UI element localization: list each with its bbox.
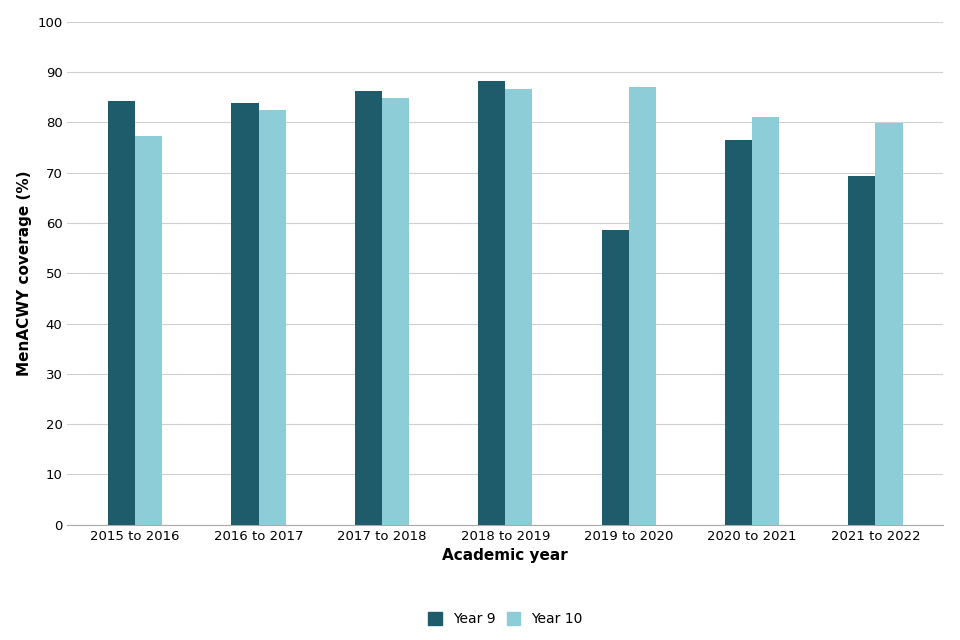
Legend: Year 9, Year 10: Year 9, Year 10 xyxy=(428,612,583,627)
Y-axis label: MenACWY coverage (%): MenACWY coverage (%) xyxy=(16,170,32,376)
Bar xyxy=(108,101,135,525)
Bar xyxy=(478,81,505,525)
Bar xyxy=(355,91,382,525)
Bar xyxy=(505,88,533,525)
Bar xyxy=(752,117,780,525)
Bar xyxy=(849,176,876,525)
Bar xyxy=(876,124,902,525)
X-axis label: Academic year: Academic year xyxy=(443,548,568,563)
Bar xyxy=(725,140,752,525)
Bar xyxy=(258,109,286,525)
Bar xyxy=(382,98,409,525)
Bar xyxy=(135,136,162,525)
Bar xyxy=(602,230,629,525)
Bar xyxy=(231,103,258,525)
Bar xyxy=(629,87,656,525)
